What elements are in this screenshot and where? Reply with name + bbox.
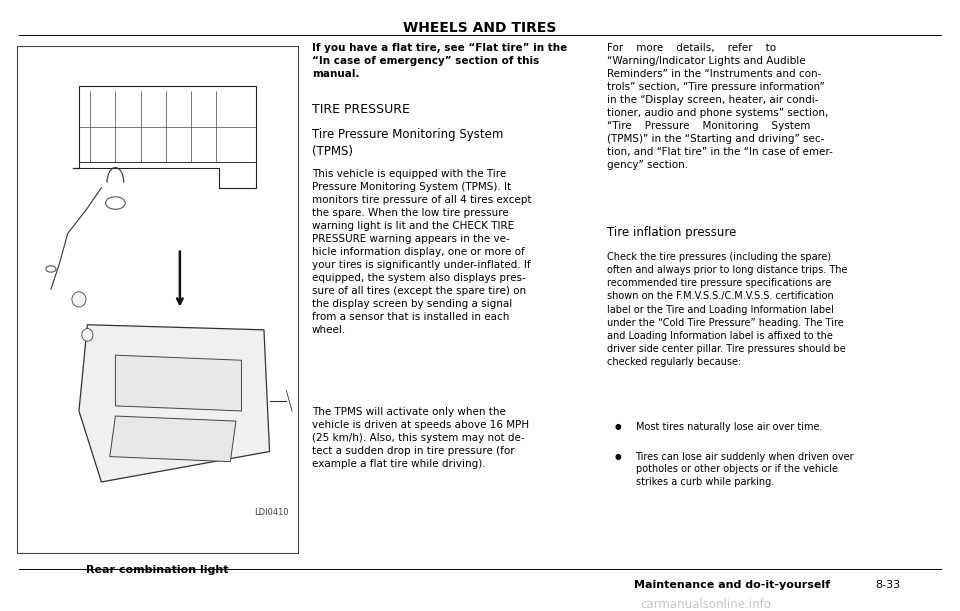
Text: Tire Pressure Monitoring System
(TPMS): Tire Pressure Monitoring System (TPMS)	[312, 128, 503, 158]
Text: carmanualsonline.info: carmanualsonline.info	[640, 598, 771, 610]
Text: If you have a flat tire, see “Flat tire” in the
“In case of emergency” section o: If you have a flat tire, see “Flat tire”…	[312, 43, 567, 79]
Text: 8-33: 8-33	[876, 580, 900, 590]
Text: Maintenance and do-it-yourself: Maintenance and do-it-yourself	[634, 580, 829, 590]
Text: Rear combination light: Rear combination light	[86, 565, 228, 574]
Polygon shape	[109, 416, 236, 462]
Ellipse shape	[72, 292, 86, 307]
Text: The TPMS will activate only when the
vehicle is driven at speeds above 16 MPH
(2: The TPMS will activate only when the veh…	[312, 407, 529, 469]
Text: ●: ●	[614, 452, 621, 461]
Text: This vehicle is equipped with the Tire
Pressure Monitoring System (TPMS). It
mon: This vehicle is equipped with the Tire P…	[312, 169, 532, 335]
Text: TIRE PRESSURE: TIRE PRESSURE	[312, 103, 410, 115]
Text: Check the tire pressures (including the spare)
often and always prior to long di: Check the tire pressures (including the …	[607, 252, 848, 367]
Text: For    more    details,    refer    to
“Warning/Indicator Lights and Audible
Rem: For more details, refer to “Warning/Indi…	[607, 43, 832, 170]
Ellipse shape	[82, 329, 93, 341]
Polygon shape	[79, 324, 270, 482]
Text: Tires can lose air suddenly when driven over
potholes or other objects or if the: Tires can lose air suddenly when driven …	[636, 452, 854, 487]
Text: Tire inflation pressure: Tire inflation pressure	[607, 226, 736, 239]
Text: Most tires naturally lose air over time.: Most tires naturally lose air over time.	[636, 422, 822, 432]
Text: WHEELS AND TIRES: WHEELS AND TIRES	[403, 21, 557, 35]
Bar	[17, 46, 298, 553]
Text: LDI0410: LDI0410	[254, 508, 289, 518]
Text: ●: ●	[614, 422, 621, 431]
Polygon shape	[115, 355, 242, 411]
